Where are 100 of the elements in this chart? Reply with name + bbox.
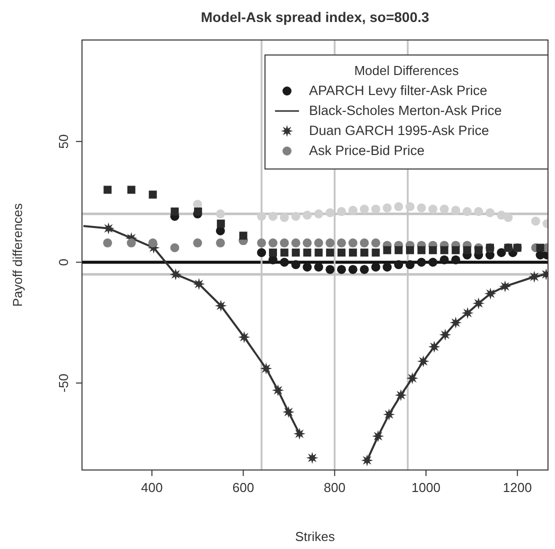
- point: [239, 232, 248, 240]
- point: [440, 204, 449, 214]
- point: [127, 186, 136, 194]
- point: [170, 243, 180, 252]
- point: [428, 204, 438, 214]
- point: [528, 270, 540, 283]
- point: [148, 190, 157, 199]
- point: [216, 209, 225, 218]
- point: [348, 206, 358, 215]
- point: [282, 406, 294, 418]
- point: [474, 207, 484, 216]
- x-tick-label: 400: [141, 480, 163, 495]
- point: [372, 248, 380, 257]
- point: [291, 212, 300, 221]
- point: [280, 238, 289, 248]
- point: [416, 258, 426, 267]
- x-tick-label: 1200: [502, 480, 532, 495]
- point: [293, 428, 306, 440]
- legend-label: Ask Price-Bid Price: [309, 143, 425, 158]
- point: [371, 262, 380, 272]
- point: [428, 340, 440, 353]
- point: [451, 255, 460, 264]
- point: [337, 264, 346, 274]
- point: [126, 238, 136, 248]
- point: [371, 204, 380, 214]
- point: [260, 362, 272, 375]
- point: [280, 248, 288, 257]
- point: [103, 238, 112, 248]
- y-axis-title: Payoff differences: [10, 202, 25, 307]
- point: [348, 238, 358, 248]
- point: [440, 246, 448, 254]
- point: [216, 220, 225, 228]
- point: [348, 264, 358, 274]
- point: [531, 216, 540, 226]
- point: [192, 278, 205, 290]
- point: [306, 452, 318, 464]
- point: [348, 248, 357, 257]
- point: [302, 238, 312, 248]
- y-tick-label: -50: [56, 374, 71, 392]
- point: [394, 389, 407, 402]
- point: [238, 331, 250, 344]
- point: [257, 248, 266, 258]
- point: [361, 454, 374, 466]
- point: [504, 213, 513, 222]
- point: [291, 238, 300, 248]
- point: [382, 262, 392, 272]
- point: [314, 248, 323, 257]
- point: [338, 248, 346, 257]
- point: [302, 210, 312, 220]
- point: [394, 246, 403, 254]
- point: [326, 264, 335, 274]
- point: [416, 203, 426, 212]
- point: [102, 222, 114, 234]
- point: [214, 300, 227, 312]
- point: [382, 203, 392, 212]
- point: [496, 210, 506, 220]
- point: [417, 355, 430, 368]
- point: [496, 248, 506, 258]
- legend-label: Duan GARCH 1995-Ask Price: [309, 123, 490, 138]
- point: [406, 372, 418, 384]
- point: [303, 248, 312, 257]
- y-tick-label: 50: [56, 134, 71, 149]
- point: [291, 260, 300, 270]
- point: [360, 264, 369, 274]
- point: [170, 208, 179, 216]
- chart-title: Model-Ask spread index, so=800.3: [200, 9, 430, 25]
- y-tick-label: 0: [56, 258, 71, 266]
- point: [326, 208, 335, 218]
- point: [194, 208, 202, 216]
- point: [462, 207, 472, 216]
- point: [371, 238, 380, 248]
- point: [268, 238, 278, 248]
- point: [148, 238, 158, 248]
- point: [484, 288, 496, 300]
- point: [314, 262, 324, 272]
- point: [280, 213, 289, 222]
- point: [104, 186, 112, 194]
- point: [450, 316, 462, 329]
- point: [216, 238, 225, 248]
- x-tick-label: 1000: [412, 480, 440, 495]
- point: [406, 246, 414, 254]
- point: [292, 248, 300, 257]
- point: [280, 258, 289, 267]
- x-tick-label: 800: [324, 480, 346, 495]
- point: [452, 246, 460, 254]
- point: [451, 206, 460, 215]
- point: [406, 260, 415, 270]
- point: [499, 280, 512, 292]
- point: [268, 212, 278, 221]
- point: [406, 202, 415, 212]
- point: [440, 255, 449, 264]
- point: [360, 238, 369, 248]
- point: [170, 268, 182, 280]
- point: [428, 246, 437, 254]
- point: [372, 430, 384, 442]
- point: [383, 246, 392, 254]
- legend-title: Model Differences: [354, 63, 460, 78]
- x-tick-label: 600: [232, 480, 254, 495]
- point: [394, 260, 404, 270]
- point: [463, 246, 472, 254]
